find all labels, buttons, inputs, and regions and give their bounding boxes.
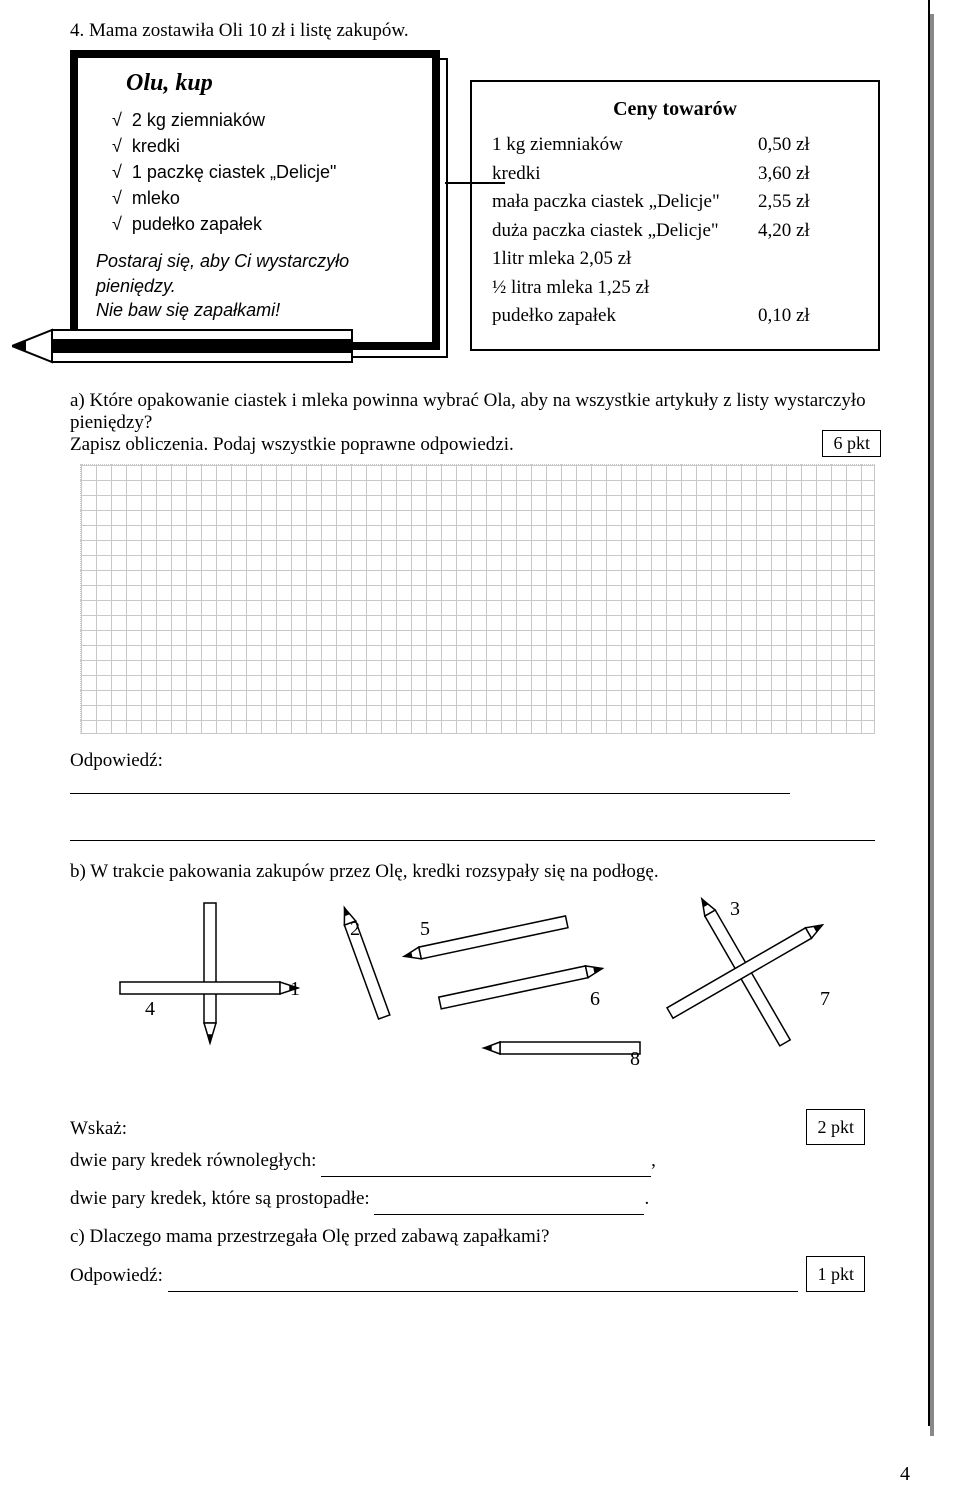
wskaz-label: Wskaż: — [70, 1118, 127, 1139]
answer-line-a: Odpowiedź: — [70, 750, 875, 794]
pencil-label-6: 6 — [590, 988, 600, 1011]
points-badge-a: 6 pkt — [822, 430, 881, 457]
price-row: ½ litra mleka 1,25 zł — [492, 274, 858, 303]
note-item: 1 paczkę ciastek „Delicje" — [112, 159, 414, 185]
note-card: Olu, kup 2 kg ziemniaków kredki 1 paczkę… — [74, 54, 436, 346]
connector-line — [445, 182, 505, 184]
top-row: Olu, kup 2 kg ziemniaków kredki 1 paczkę… — [70, 50, 915, 360]
shopping-note: Olu, kup 2 kg ziemniaków kredki 1 paczkę… — [70, 50, 450, 360]
pencil-label-2: 2 — [350, 918, 360, 941]
page-shadow — [930, 14, 934, 1436]
wskaz-block: Wskaż: 2 pkt dwie pary kredek równoległy… — [70, 1113, 875, 1178]
pencil-label-1: 1 — [290, 978, 300, 1001]
pencil-label-4: 4 — [145, 998, 155, 1021]
note-item: pudełko zapałek — [112, 211, 414, 237]
task-title: 4. Mama zostawiła Oli 10 zł i listę zaku… — [70, 20, 915, 42]
page-number: 4 — [900, 1463, 910, 1486]
calculation-grid[interactable] — [80, 464, 875, 734]
pencil-label-7: 7 — [820, 988, 830, 1011]
note-item: kredki — [112, 133, 414, 159]
pencil-label-8: 8 — [630, 1048, 640, 1071]
points-badge-c: 1 pkt — [806, 1256, 865, 1293]
note-item: mleko — [112, 185, 414, 211]
worksheet-page: 4. Mama zostawiła Oli 10 zł i listę zaku… — [0, 0, 960, 1506]
answer-blank-2[interactable] — [70, 814, 875, 841]
question-c: c) Dlaczego mama przestrzegała Olę przed… — [70, 1221, 875, 1253]
parallel-label: dwie pary kredek równoległych: — [70, 1150, 316, 1171]
points-badge-b: 2 pkt — [806, 1109, 865, 1146]
question-a-text: a) Które opakowanie ciastek i mleka powi… — [70, 390, 866, 433]
answer-blank[interactable] — [70, 773, 790, 794]
pencil-label-3: 3 — [730, 898, 740, 921]
price-row: duża paczka ciastek „Delicje"4,20 zł — [492, 217, 858, 246]
pencil-big-icon — [12, 326, 372, 366]
perp-blank[interactable] — [374, 1195, 644, 1216]
pencils-svg — [90, 893, 870, 1103]
question-a-sub: Zapisz obliczenia. Podaj wszystkie popra… — [70, 434, 514, 455]
price-row: pudełko zapałek0,10 zł — [492, 302, 858, 331]
price-title: Ceny towarów — [492, 98, 858, 121]
note-msg-1: Postaraj się, aby Ci wystarczyło pienięd… — [96, 249, 414, 298]
answer-c-blank[interactable] — [168, 1271, 798, 1292]
answer-label-c: Odpowiedź: — [70, 1265, 163, 1286]
pencils-figure: 1 2 3 4 5 6 7 8 — [90, 893, 875, 1103]
note-heading: Olu, kup — [126, 70, 414, 97]
question-b: b) W trakcie pakowania zakupów przez Olę… — [70, 861, 891, 883]
note-msg-2: Nie baw się zapałkami! — [96, 298, 414, 322]
price-row: mała paczka ciastek „Delicje"2,55 zł — [492, 188, 858, 217]
parallel-blank[interactable] — [321, 1156, 651, 1177]
price-row: 1litr mleka 2,05 zł — [492, 245, 858, 274]
perp-line: dwie pary kredek, które są prostopadłe: … — [70, 1183, 875, 1215]
price-table: Ceny towarów 1 kg ziemniaków0,50 zł kred… — [470, 80, 880, 351]
note-item: 2 kg ziemniaków — [112, 107, 414, 133]
answer-line-c: Odpowiedź: 1 pkt — [70, 1260, 875, 1292]
perp-label: dwie pary kredek, które są prostopadłe: — [70, 1188, 370, 1209]
pencil-label-5: 5 — [420, 918, 430, 941]
price-row: 1 kg ziemniaków0,50 zł — [492, 131, 858, 160]
note-list: 2 kg ziemniaków kredki 1 paczkę ciastek … — [96, 107, 414, 237]
price-row: kredki3,60 zł — [492, 160, 858, 189]
question-a: a) Które opakowanie ciastek i mleka powi… — [70, 390, 891, 456]
answer-label: Odpowiedź: — [70, 750, 163, 771]
